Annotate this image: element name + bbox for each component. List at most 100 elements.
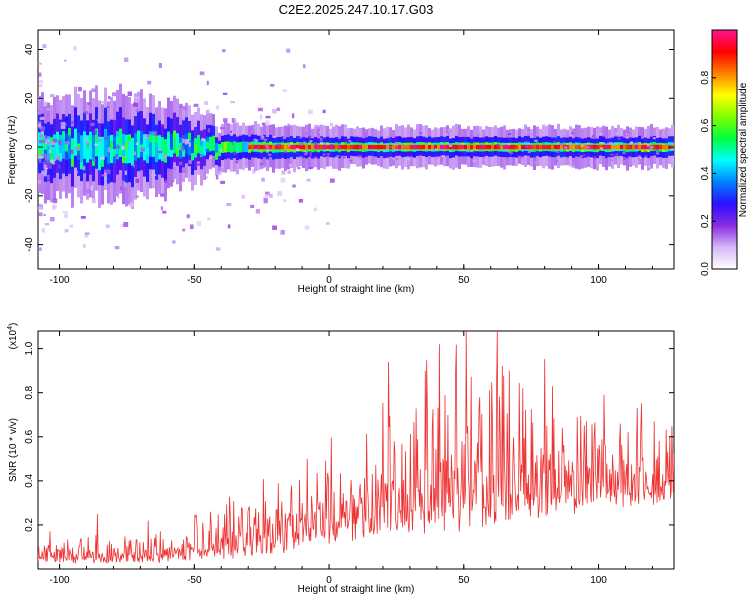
heatmap-cell <box>44 136 47 164</box>
heatmap-cell <box>96 118 100 122</box>
heatmap-cell <box>534 161 538 164</box>
heatmap-cell <box>268 153 272 156</box>
heatmap-cell <box>41 228 46 233</box>
heatmap-cell <box>571 165 575 168</box>
heatmap-cell <box>407 158 411 161</box>
heatmap-cell <box>221 141 224 153</box>
heatmap-cell <box>91 88 96 92</box>
heatmap-cell <box>173 130 176 138</box>
heatmap-cell <box>308 144 311 150</box>
heatmap-cell <box>120 186 123 191</box>
heatmap-cell <box>161 124 165 127</box>
heatmap-cell <box>188 132 191 140</box>
x-tick-label: 100 <box>590 575 607 586</box>
heatmap-cell <box>38 156 43 159</box>
heatmap-cell <box>44 223 50 226</box>
heatmap-cell <box>608 144 611 150</box>
heatmap-cell <box>100 120 103 123</box>
heatmap-cell <box>47 136 50 163</box>
heatmap-cell <box>89 131 92 160</box>
y-tick-label: 40 <box>24 44 35 56</box>
heatmap-cell <box>425 144 428 150</box>
heatmap-cell <box>257 144 260 150</box>
heatmap-cell <box>218 143 221 152</box>
heatmap-cell <box>443 144 446 150</box>
heatmap-cell <box>325 222 330 225</box>
heatmap-cell <box>299 155 303 158</box>
heatmap-cell <box>216 105 220 110</box>
heatmap-cell <box>135 195 139 198</box>
heatmap-cell <box>261 135 265 138</box>
heatmap-cell <box>585 146 589 149</box>
heatmap-cell <box>501 163 505 166</box>
heatmap-cell <box>610 159 614 162</box>
heatmap-cell <box>43 101 48 107</box>
heatmap-cell <box>259 162 265 166</box>
heatmap-cell <box>319 142 324 145</box>
heatmap-cell <box>441 155 445 158</box>
heatmap-cell <box>264 144 268 148</box>
heatmap-cell <box>534 139 538 142</box>
heatmap-cell <box>224 141 227 153</box>
heatmap-cell <box>610 153 614 156</box>
heatmap-cell <box>38 149 41 158</box>
heatmap-cell <box>571 132 575 135</box>
heatmap-cell <box>89 134 92 143</box>
heatmap-cell <box>268 147 272 150</box>
heatmap-cell <box>488 144 491 150</box>
heatmap-cell <box>215 175 219 180</box>
heatmap-cell <box>508 133 512 136</box>
heatmap-cell <box>157 150 163 154</box>
heatmap-cell <box>94 143 98 146</box>
snr-xlabel: Height of straight line (km) <box>298 584 415 595</box>
heatmap-cell <box>140 147 146 152</box>
heatmap-cell <box>182 228 186 232</box>
heatmap-cell <box>555 160 559 163</box>
heatmap-cell <box>137 130 140 158</box>
heatmap-cell <box>635 144 638 150</box>
heatmap-cell <box>119 128 122 158</box>
heatmap-cell <box>320 144 323 150</box>
heatmap-cell <box>106 169 111 175</box>
heatmap-cell <box>191 153 194 161</box>
heatmap-cell <box>40 126 45 131</box>
heatmap-cell <box>194 144 197 152</box>
heatmap-cell <box>261 177 265 182</box>
heatmap-cell <box>201 138 205 142</box>
heatmap-cell <box>389 146 393 149</box>
heatmap-cell <box>172 167 176 171</box>
heatmap-cell <box>106 105 110 108</box>
heatmap-cell <box>98 136 101 165</box>
heatmap-cell <box>188 142 192 147</box>
heatmap-cell <box>569 144 572 150</box>
heatmap-cell <box>405 156 409 159</box>
heatmap-cell <box>554 144 557 150</box>
heatmap-cell <box>326 144 329 150</box>
heatmap-cell <box>518 144 521 150</box>
heatmap-cell <box>600 147 604 150</box>
heatmap-cell <box>116 130 119 160</box>
heatmap-cell <box>188 160 192 164</box>
heatmap-cell <box>282 89 287 93</box>
heatmap-cell <box>391 157 395 160</box>
heatmap-cell <box>636 142 640 145</box>
heatmap-cell <box>593 144 596 150</box>
heatmap-cell <box>247 141 250 147</box>
heatmap-cell <box>71 120 75 125</box>
heatmap-cell <box>572 144 575 150</box>
x-tick-label: -100 <box>50 275 70 286</box>
heatmap-cell <box>58 164 61 169</box>
heatmap-cell <box>500 144 503 150</box>
heatmap-cell <box>671 141 674 144</box>
colorbar-tick-label: 0.8 <box>700 70 711 84</box>
heatmap-cell <box>556 150 560 153</box>
heatmap-cell <box>207 128 211 133</box>
heatmap-cell <box>83 131 86 159</box>
heatmap-cell <box>508 151 512 154</box>
heatmap-cell <box>44 138 49 142</box>
heatmap-cell <box>302 128 308 133</box>
heatmap-cell <box>309 167 313 170</box>
heatmap-cell <box>614 144 617 150</box>
heatmap-cell <box>160 206 163 211</box>
heatmap-cell <box>387 136 391 139</box>
